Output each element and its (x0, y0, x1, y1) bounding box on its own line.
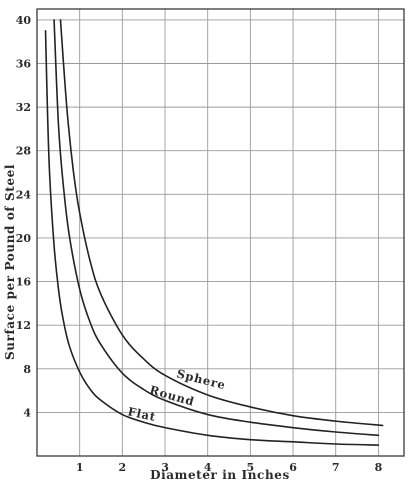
y-tick-label-12: 12 (16, 319, 31, 332)
x-tick-label-6: 6 (289, 461, 297, 474)
y-tick-label-8: 8 (23, 363, 31, 376)
x-tick-label-2: 2 (119, 461, 127, 474)
series-line-sphere (59, 19, 384, 427)
series-label-sphere: Sphere (175, 367, 227, 393)
y-tick-label-40: 40 (16, 14, 32, 27)
grid (37, 9, 404, 456)
x-tick-label-4: 4 (204, 461, 212, 474)
y-tick-labels: 4 8 12 16 20 24 28 32 36 40 (16, 14, 32, 419)
curves (44, 19, 384, 446)
x-tick-label-5: 5 (247, 461, 255, 474)
series-line-flat (44, 30, 380, 446)
y-tick-label-28: 28 (16, 145, 32, 158)
y-tick-label-32: 32 (16, 101, 31, 114)
y-tick-label-24: 24 (16, 188, 32, 201)
y-tick-label-16: 16 (16, 276, 32, 289)
y-axis-label: Surface per Pound of Steel (3, 164, 17, 360)
y-tick-label-20: 20 (16, 232, 32, 245)
series-line-round (53, 19, 380, 437)
y-tick-label-4: 4 (23, 406, 31, 419)
plot-frame (36, 8, 405, 457)
x-tick-label-7: 7 (332, 461, 340, 474)
x-tick-labels: 1 2 3 4 5 6 7 8 (76, 461, 383, 474)
y-tick-label-36: 36 (16, 58, 32, 71)
x-tick-label-8: 8 (375, 461, 383, 474)
x-tick-label-3: 3 (161, 461, 169, 474)
x-tick-label-1: 1 (76, 461, 84, 474)
series-label-flat: Flat (127, 404, 158, 424)
x-axis-label: Diameter in Inches (150, 468, 290, 482)
